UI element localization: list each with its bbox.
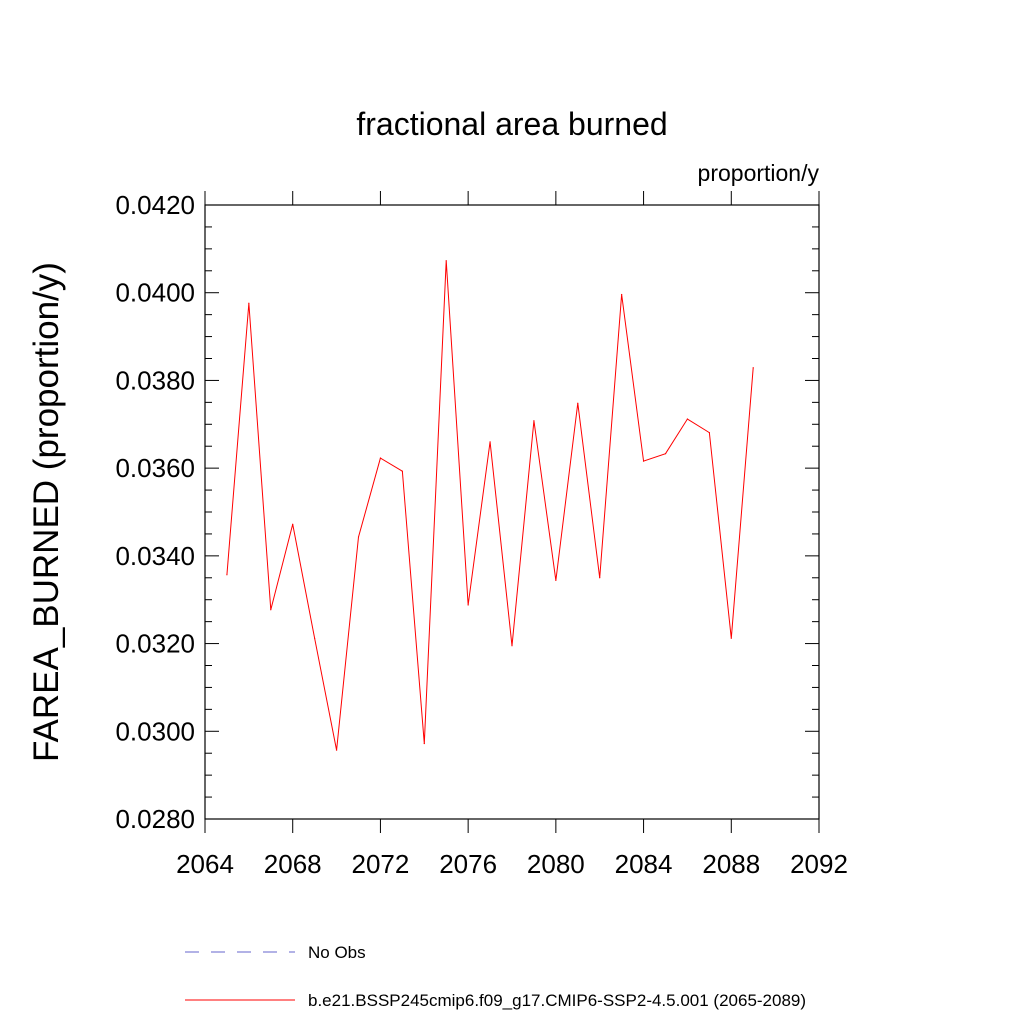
y-tick-label: 0.0300	[115, 716, 195, 746]
plot-frame	[204, 204, 820, 820]
data-point	[664, 453, 667, 455]
data-point	[489, 441, 491, 443]
y-tick-label: 0.0320	[115, 629, 195, 659]
series-layer	[226, 260, 754, 751]
y-axis-ticks: 0.0280 0.0300 0.0320 0.0340 0.0360 0.0380 0.04…	[115, 190, 819, 834]
legend-label-model-run: b.e21.BSSP245cmip6.f09_g17.CMIP6-SSP2-4.…	[308, 991, 806, 1010]
data-point	[642, 460, 645, 462]
chart-title: fractional area burned	[356, 106, 667, 142]
data-point	[270, 609, 272, 611]
data-point	[533, 420, 535, 422]
y-tick-label: 0.0280	[115, 804, 195, 834]
data-point	[379, 457, 382, 459]
x-tick-label: 2064	[176, 849, 234, 879]
data-point	[445, 260, 447, 262]
legend: No Obs b.e21.BSSP245cmip6.f09_g17.CMIP6-…	[185, 943, 806, 1010]
y-tick-label: 0.0400	[115, 278, 195, 308]
data-point	[401, 470, 403, 472]
data-point	[248, 302, 250, 304]
data-point	[686, 418, 689, 420]
legend-label-no-obs: No Obs	[308, 943, 366, 962]
data-point	[467, 604, 469, 606]
y-tick-label: 0.0340	[115, 541, 195, 571]
data-point	[621, 293, 623, 296]
x-tick-label: 2088	[702, 849, 760, 879]
x-tick-label: 2076	[439, 849, 497, 879]
x-axis-ticks: 2064 2068 2072 2076 2080 2084 2088 2092	[176, 191, 848, 879]
data-point	[708, 432, 710, 434]
data-point	[226, 574, 228, 576]
data-point	[292, 523, 294, 525]
y-axis-label: FAREA_BURNED (proportion/y)	[27, 262, 66, 762]
data-point	[335, 749, 338, 751]
data-point	[423, 742, 425, 745]
data-point	[730, 637, 732, 639]
x-tick-label: 2084	[615, 849, 673, 879]
data-point	[357, 536, 360, 538]
data-point	[314, 637, 316, 639]
x-tick-label: 2072	[352, 849, 410, 879]
x-tick-label: 2080	[527, 849, 585, 879]
data-point	[511, 645, 513, 647]
data-point	[577, 402, 579, 404]
x-tick-label: 2068	[264, 849, 322, 879]
series-line-0	[226, 260, 754, 751]
data-point	[599, 577, 601, 579]
x-tick-label: 2092	[790, 849, 848, 879]
y-tick-label: 0.0380	[115, 365, 195, 395]
units-label: proportion/y	[698, 160, 820, 186]
y-tick-label: 0.0420	[115, 190, 195, 220]
y-tick-label: 0.0360	[115, 453, 195, 483]
data-point	[752, 367, 754, 369]
data-point	[555, 579, 557, 582]
